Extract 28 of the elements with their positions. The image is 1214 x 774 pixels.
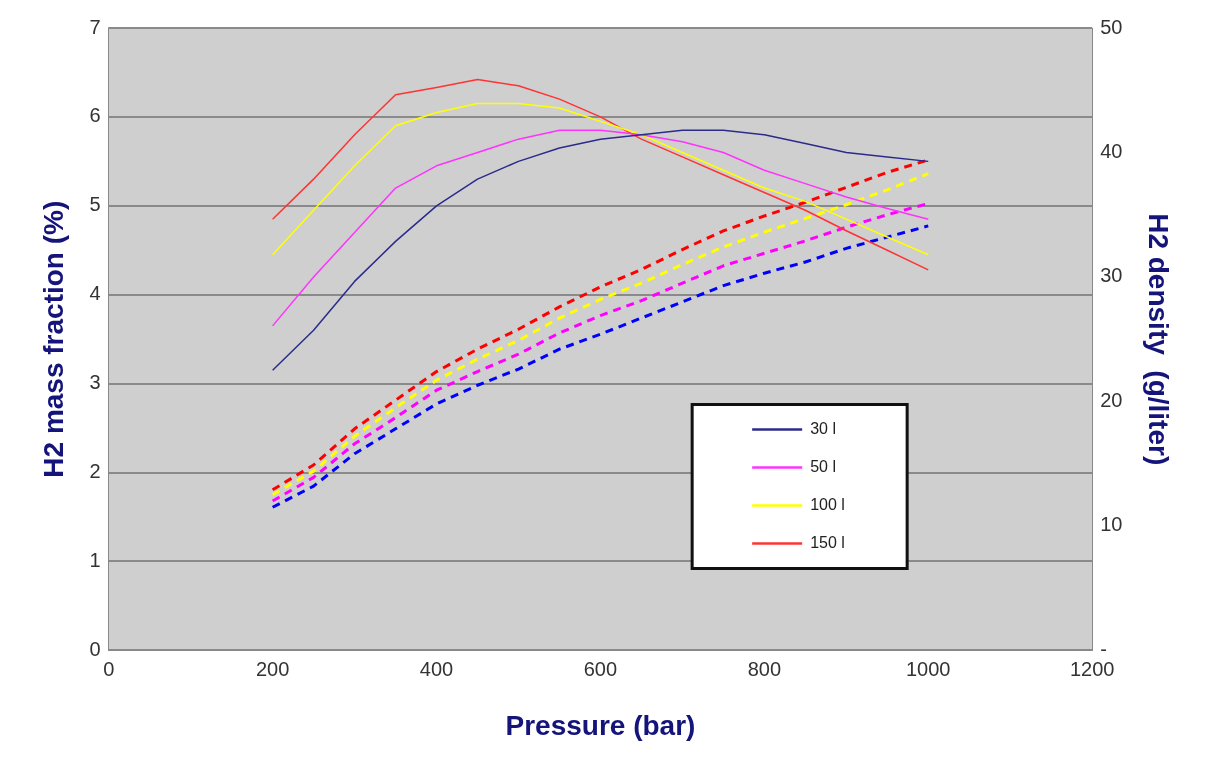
y2-tick-label: 50	[1100, 15, 1123, 38]
y-tick-label: 7	[89, 15, 101, 38]
y-tick-label: 4	[89, 282, 101, 305]
y-tick-label: 2	[89, 460, 101, 483]
legend-label: 50 l	[810, 457, 836, 475]
x-tick-label: 1000	[906, 657, 951, 680]
y2-tick-label: 30	[1100, 264, 1123, 287]
y-tick-label: 5	[89, 193, 101, 216]
y-axis-title: H2 mass fraction (%)	[37, 200, 69, 478]
x-tick-label: 0	[103, 657, 115, 680]
legend-label: 100 l	[810, 495, 845, 513]
x-axis-title: Pressure (bar)	[505, 709, 696, 741]
y2-tick-label: -	[1100, 637, 1107, 660]
legend-label: 150 l	[810, 533, 845, 551]
x-tick-label: 800	[747, 657, 782, 680]
y2-tick-label: 40	[1100, 140, 1123, 162]
x-tick-label: 1200	[1069, 657, 1115, 680]
y2-tick-label: 10	[1100, 513, 1123, 536]
y2-tick-label: 20	[1100, 388, 1123, 411]
x-tick-label: 200	[255, 657, 290, 680]
x-tick-label: 400	[419, 657, 454, 680]
y2-axis-title: H2 density (g/liter)	[1143, 213, 1175, 466]
y-tick-label: 1	[89, 549, 101, 571]
y-tick-label: 0	[89, 637, 101, 660]
y-tick-label: 6	[89, 104, 101, 127]
y-tick-label: 3	[89, 371, 101, 394]
x-tick-label: 600	[583, 657, 618, 680]
legend-label: 30 l	[810, 419, 836, 437]
